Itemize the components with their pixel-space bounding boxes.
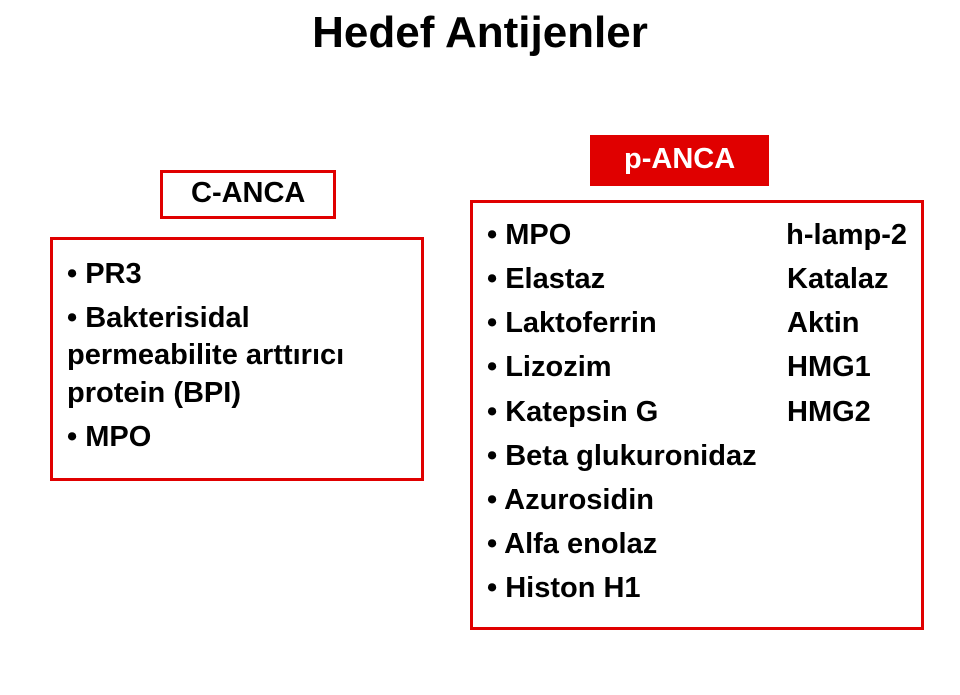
panca-group: p-ANCA • MPO h-lamp-2 • Elastaz Katalaz … (470, 135, 930, 630)
list-item: • Azurosidin (487, 481, 907, 520)
row-left: • MPO (487, 216, 571, 255)
list-item: • Bakterisidal permeabilite arttırıcı pr… (67, 300, 407, 413)
row-right: HMG2 (787, 393, 907, 432)
canca-list-box: • PR3 • Bakterisidal permeabilite arttır… (50, 237, 424, 481)
row-right: HMG1 (787, 348, 907, 387)
row-right: Aktin (787, 304, 907, 343)
list-row: • Katepsin G HMG2 (487, 393, 907, 432)
list-item: • Alfa enolaz (487, 525, 907, 564)
list-item: • Histon H1 (487, 569, 907, 608)
row-left: • Katepsin G (487, 393, 658, 432)
canca-heading-box: C-ANCA (160, 170, 336, 219)
list-row: • Elastaz Katalaz (487, 260, 907, 299)
list-item: • PR3 (67, 256, 407, 294)
panca-list-box: • MPO h-lamp-2 • Elastaz Katalaz • Lakto… (470, 200, 924, 630)
list-row: • Laktoferrin Aktin (487, 304, 907, 343)
list-item: • Beta glukuronidaz (487, 437, 907, 476)
panca-heading: p-ANCA (624, 143, 735, 175)
list-row: • MPO h-lamp-2 (487, 216, 907, 255)
slide-title: Hedef Antijenler (0, 8, 960, 58)
canca-group: C-ANCA • PR3 • Bakterisidal permeabilite… (50, 170, 430, 481)
slide: Hedef Antijenler C-ANCA • PR3 • Bakteris… (0, 0, 960, 695)
list-item: • MPO (67, 419, 407, 457)
list-row: • Lizozim HMG1 (487, 348, 907, 387)
row-right: Katalaz (787, 260, 907, 299)
canca-heading: C-ANCA (191, 177, 305, 209)
row-left: • Elastaz (487, 260, 605, 299)
row-left: • Lizozim (487, 348, 612, 387)
panca-heading-box: p-ANCA (590, 135, 769, 186)
row-right: h-lamp-2 (786, 216, 907, 255)
row-left: • Laktoferrin (487, 304, 657, 343)
